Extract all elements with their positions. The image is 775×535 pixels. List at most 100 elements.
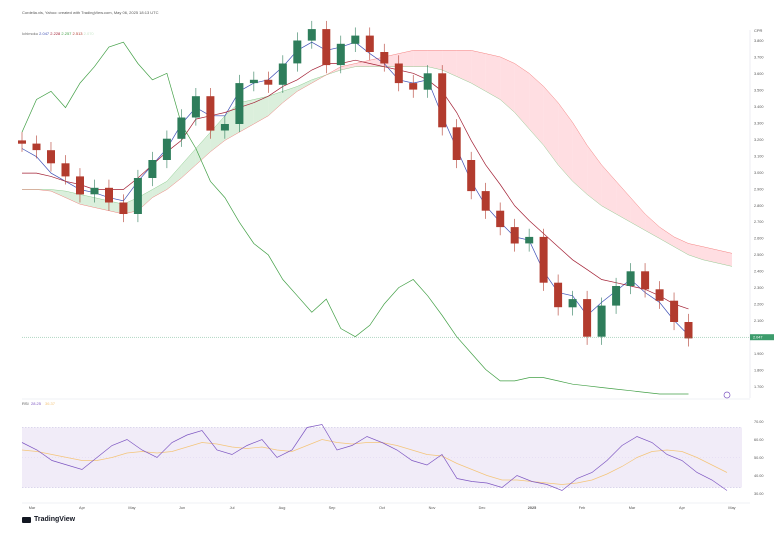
candle-body	[220, 124, 229, 131]
cloud-segment	[543, 86, 559, 165]
line-kijun	[22, 59, 689, 310]
candle-body	[684, 322, 693, 339]
cloud-segment	[355, 60, 370, 67]
candle-body	[191, 96, 200, 118]
cloud-segment	[340, 63, 356, 70]
cloud-segment	[630, 197, 646, 231]
price-tick: 3.400	[754, 105, 764, 109]
cloud-segment	[500, 56, 515, 113]
cloud-segment	[688, 243, 704, 260]
rsi-tick: 40.00	[754, 474, 764, 478]
candle-body	[554, 282, 563, 308]
event-marker-icon	[723, 391, 731, 399]
time-tick: Feb	[579, 506, 586, 510]
candle-body	[133, 178, 142, 214]
time-tick: Aug	[279, 506, 286, 510]
ichimoku-value: 2.228	[49, 31, 61, 36]
price-tick: 3.300	[754, 121, 764, 125]
candle-body	[336, 43, 345, 66]
rsi-tick: 70.00	[754, 420, 764, 424]
cloud-segment	[195, 132, 211, 165]
candle-body	[539, 236, 548, 283]
cloud-segment	[50, 189, 66, 198]
price-tick: 3.800	[754, 39, 764, 43]
candle-body	[47, 150, 55, 164]
time-tick: Apr	[79, 506, 86, 510]
candle-body	[481, 191, 490, 211]
cloud-segment	[398, 50, 414, 67]
price-tick: 2.700	[754, 220, 764, 224]
candle-body	[148, 160, 157, 178]
candle-body	[452, 127, 461, 160]
rsi-label: RSI	[22, 401, 29, 406]
cloud-segment	[79, 194, 95, 208]
time-tick: May	[728, 506, 735, 510]
rsi-pane: RSI 28.25 36.37	[21, 401, 742, 491]
cloud-segment	[601, 164, 617, 214]
candle-body	[583, 299, 592, 337]
price-tick: 2.100	[754, 319, 764, 323]
chart-title: Cordelia.xls, Yahoo: created with Tradin…	[22, 10, 159, 15]
price-tick: 3.700	[754, 56, 764, 60]
cloud-segment	[471, 50, 486, 92]
cloud-segment	[659, 227, 675, 247]
candle-body	[264, 79, 273, 85]
candle-body	[105, 187, 113, 203]
cloud-segment	[587, 145, 602, 206]
rsi-value: 28.25	[31, 401, 42, 406]
candle-body	[76, 176, 84, 195]
candle-body	[394, 63, 403, 84]
candle-body	[655, 289, 664, 301]
time-tick: Mar	[29, 506, 36, 510]
ichimoku-values: 2.047 2.228 2.257 2.513 2.070	[39, 31, 94, 36]
candle-body	[18, 140, 26, 144]
ichimoku-value: 2.047	[39, 31, 50, 36]
cloud-segment	[268, 91, 283, 116]
candle-body	[162, 138, 171, 160]
cloud-segment	[456, 50, 472, 84]
price-tick: 2.600	[754, 237, 764, 241]
candle-body	[293, 40, 302, 64]
price-tick: 3.500	[754, 88, 764, 92]
tradingview-logo-mark-icon	[22, 516, 31, 523]
candle-body	[568, 299, 577, 308]
rsi-ma-line	[21, 439, 728, 485]
candle-body	[467, 160, 476, 192]
cloud-segment	[674, 236, 689, 255]
line-chikou	[21, 41, 689, 395]
candle-body	[626, 271, 635, 286]
cloud-segment	[253, 96, 269, 124]
cloud-segment	[297, 79, 312, 92]
cloud-segment	[485, 53, 501, 100]
ichimoku-value: 2.070	[82, 31, 94, 36]
candle-body	[90, 187, 99, 195]
candle-body	[177, 117, 186, 139]
time-tick: 2025	[528, 506, 536, 510]
candle-body	[423, 73, 432, 90]
price-tick: 2.500	[754, 253, 764, 257]
rsi-line	[21, 424, 728, 491]
candle-body	[525, 236, 534, 244]
cloud-segment	[442, 50, 457, 77]
span-b-line	[22, 50, 733, 254]
price-tick: 2.900	[754, 187, 764, 191]
price-tick: 3.100	[754, 154, 764, 158]
candle-body	[365, 35, 374, 52]
price-axis-unit: CPR	[754, 28, 763, 33]
time-tick: May	[128, 506, 135, 510]
candle-body	[206, 96, 215, 131]
price-tick: 2.800	[754, 204, 764, 208]
candles	[18, 20, 693, 347]
chart-annotations	[22, 391, 750, 400]
cloud-segment	[558, 102, 573, 182]
price-tick: 1.700	[754, 385, 764, 389]
cloud-segment	[616, 181, 631, 223]
tradingview-logo: TradingView	[22, 516, 75, 523]
candle-body	[612, 286, 621, 306]
current-price-label: 2.047	[753, 336, 763, 340]
candle-body	[641, 271, 650, 290]
candle-body	[61, 163, 70, 177]
rsi-tick: 30.00	[754, 492, 764, 496]
